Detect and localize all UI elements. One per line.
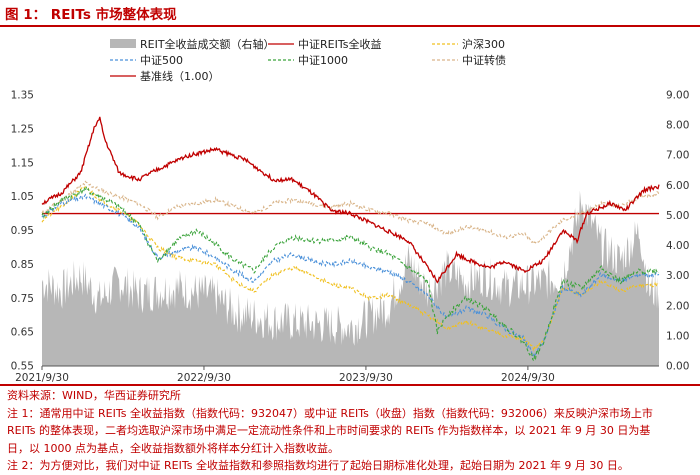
legend-label: 中证500 [140, 54, 183, 67]
plot-area [41, 116, 660, 366]
series-zz1000-line [41, 186, 660, 363]
left-tick-label: 0.75 [11, 293, 34, 305]
right-tick-label: 6.00 [666, 180, 689, 192]
x-tick-label: 2022/9/30 [177, 372, 231, 384]
figure-title: 图 1： REITs 市场整体表现 [5, 7, 177, 23]
right-tick-label: 8.00 [666, 120, 689, 132]
right-tick-label: 5.00 [666, 210, 689, 222]
figure-notes: 资料来源：WIND，华西证券研究所 注 1：通常用中证 REITs 全收益指数（… [7, 387, 697, 475]
note1-line3: 日，以 1000 点为基点，全收益指数额外将样本分红计入指数收益。 [7, 441, 339, 455]
right-tick-label: 0.00 [666, 361, 689, 373]
left-tick-label: 1.25 [11, 123, 34, 135]
left-tick-label: 0.55 [11, 361, 34, 373]
right-tick-label: 1.00 [666, 330, 689, 342]
legend-label: 基准线（1.00） [140, 69, 220, 83]
left-tick-label: 0.85 [11, 259, 34, 271]
legend-label: 沪深300 [462, 37, 505, 51]
chart-legend: REIT全收益成交额（右轴） 中证REITs全收益 沪深300 中证500 中证1000… [110, 37, 506, 83]
right-axis-ticks: 9.00 8.00 7.00 6.00 5.00 4.00 3.00 2.00 1.00 0.00 [666, 90, 689, 373]
reits-performance-chart: REIT全收益成交额（右轴） 中证REITs全收益 沪深300 中证500 中证1000… [11, 37, 690, 385]
figure-title-row: 图 1： REITs 市场整体表现 [0, 0, 700, 27]
left-tick-label: 1.05 [11, 191, 34, 203]
note1-line2: REITs 的整体表现，二者均选取沪深市场中满足一定流动性条件和上市时间要求的 … [7, 424, 651, 437]
x-axis-ticks: 2021/9/30 2022/9/30 2023/9/30 2024/9/30 [15, 366, 555, 384]
note2-line: 注 2：为方便对比，我们对中证 REITs 全收益指数和参照指数均进行了起始日期… [7, 459, 629, 472]
left-tick-label: 0.65 [11, 327, 34, 339]
left-tick-label: 0.95 [11, 225, 34, 237]
legend-label: 中证REITs全收益 [298, 37, 381, 51]
x-tick-label: 2023/9/30 [339, 372, 393, 384]
series-reits-line [41, 116, 660, 284]
series-cb-line [41, 180, 660, 245]
left-tick-label: 1.35 [11, 90, 34, 102]
left-axis-ticks: 1.35 1.25 1.15 1.05 0.95 0.85 0.75 0.65 0.55 [11, 90, 34, 373]
right-tick-label: 2.00 [666, 300, 689, 312]
series-hs300-line [41, 186, 660, 351]
right-tick-label: 7.00 [666, 150, 689, 162]
right-tick-label: 4.00 [666, 240, 689, 252]
chart-axes: 1.35 1.25 1.15 1.05 0.95 0.85 0.75 0.65 0.55 9.0… [11, 90, 690, 385]
x-tick-label: 2021/9/30 [15, 372, 69, 384]
legend-label: REIT全收益成交额（右轴） [140, 37, 275, 51]
right-tick-label: 3.00 [666, 270, 689, 282]
source-line: 资料来源：WIND，华西证券研究所 [7, 389, 181, 402]
title-divider [0, 25, 700, 27]
series-zz500-line [41, 193, 660, 358]
series-turnover-area [42, 190, 659, 366]
x-tick-label: 2024/9/30 [501, 372, 555, 384]
legend-label: 中证1000 [298, 54, 348, 67]
right-tick-label: 9.00 [666, 90, 689, 102]
notes-divider [0, 384, 700, 386]
legend-label: 中证转债 [462, 53, 506, 67]
left-tick-label: 1.15 [11, 157, 34, 169]
note1-line1: 注 1：通常用中证 REITs 全收益指数（指数代码：932047）或中证 RE… [7, 406, 653, 420]
legend-swatch [110, 39, 136, 48]
